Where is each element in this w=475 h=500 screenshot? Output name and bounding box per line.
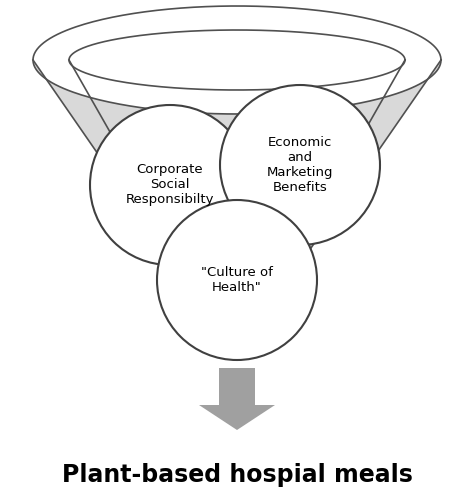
Polygon shape bbox=[199, 368, 275, 430]
Text: "Culture of
Health": "Culture of Health" bbox=[201, 266, 273, 294]
Text: Corporate
Social
Responsibilty: Corporate Social Responsibilty bbox=[126, 164, 214, 206]
Text: Plant-based hospial meals: Plant-based hospial meals bbox=[62, 463, 412, 487]
Circle shape bbox=[157, 200, 317, 360]
Circle shape bbox=[90, 105, 250, 265]
Text: Economic
and
Marketing
Benefits: Economic and Marketing Benefits bbox=[267, 136, 333, 194]
PathPatch shape bbox=[33, 60, 441, 355]
Circle shape bbox=[220, 85, 380, 245]
